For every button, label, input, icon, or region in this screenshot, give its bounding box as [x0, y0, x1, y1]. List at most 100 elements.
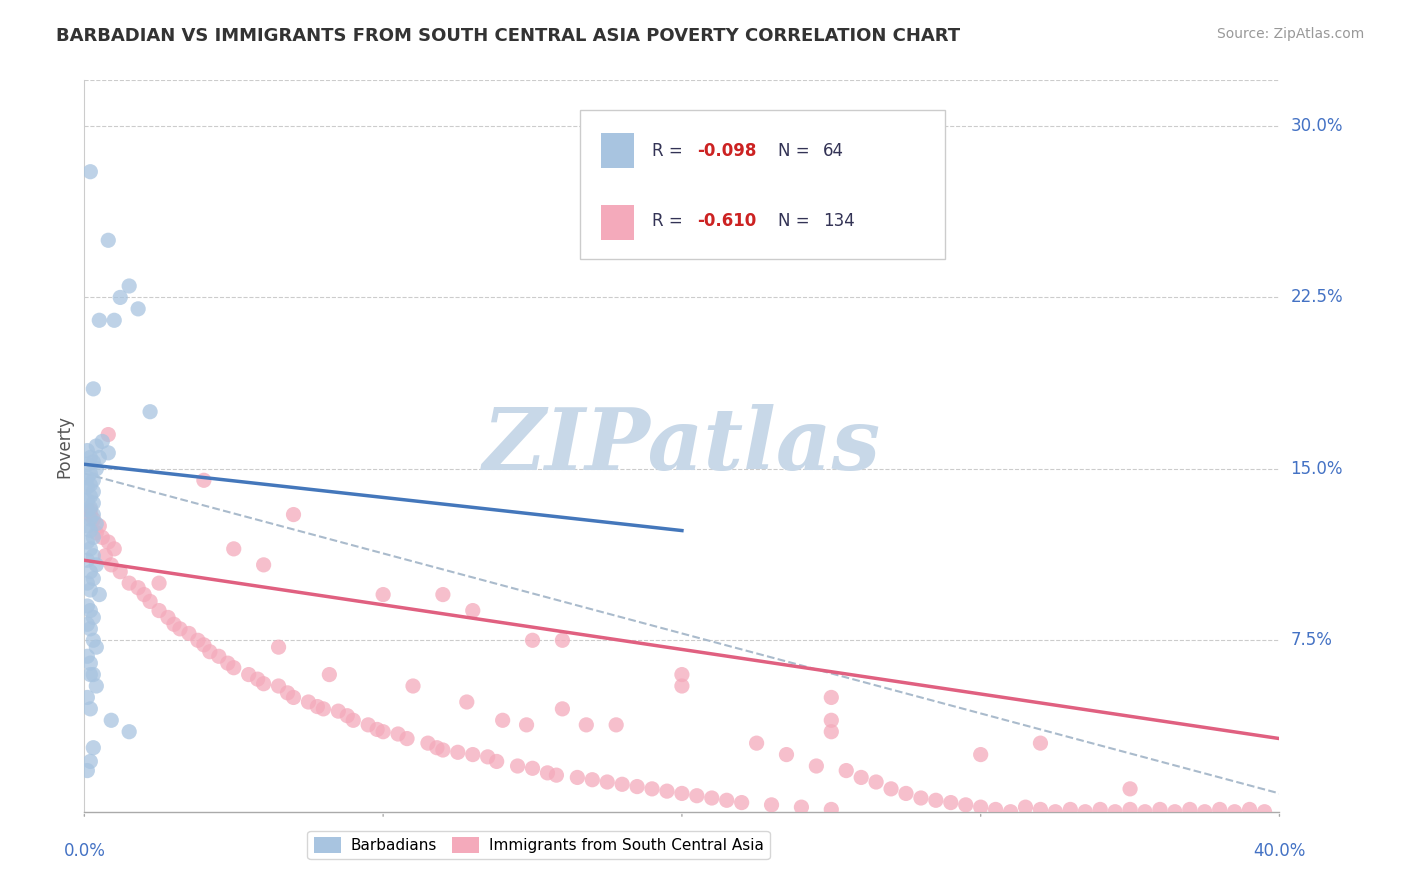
Text: -0.610: -0.610: [697, 211, 756, 230]
Point: [318, 667, 340, 681]
Point: [127, 301, 149, 316]
Point: [82, 610, 104, 624]
Point: [880, 781, 903, 796]
Point: [89, 519, 111, 533]
Point: [76, 690, 98, 705]
Point: [1029, 736, 1052, 750]
Point: [79, 478, 101, 492]
FancyBboxPatch shape: [600, 204, 634, 240]
Point: [1000, 805, 1022, 819]
Point: [187, 633, 209, 648]
Point: [139, 594, 162, 608]
Point: [925, 793, 948, 807]
Point: [596, 775, 619, 789]
Point: [700, 791, 723, 805]
Point: [177, 626, 200, 640]
Point: [97, 535, 120, 549]
Point: [328, 704, 350, 718]
Point: [217, 656, 239, 670]
Point: [551, 702, 574, 716]
Point: [193, 638, 215, 652]
Point: [79, 565, 101, 579]
Point: [238, 667, 260, 681]
Point: [655, 784, 678, 798]
Point: [148, 576, 170, 591]
Point: [139, 405, 162, 419]
Text: N =: N =: [778, 211, 814, 230]
Point: [82, 667, 104, 681]
Text: 134: 134: [823, 211, 855, 230]
Point: [91, 434, 114, 449]
Point: [86, 640, 108, 655]
Point: [79, 503, 101, 517]
Point: [253, 558, 276, 572]
Point: [94, 549, 117, 563]
Point: [357, 718, 380, 732]
Point: [118, 576, 141, 591]
Point: [970, 800, 993, 814]
Point: [373, 724, 395, 739]
Point: [447, 745, 470, 759]
Point: [79, 467, 101, 481]
Point: [432, 743, 454, 757]
Point: [82, 572, 104, 586]
Point: [1014, 800, 1036, 814]
Point: [522, 633, 544, 648]
Point: [551, 633, 574, 648]
Point: [76, 519, 98, 533]
Point: [76, 458, 98, 472]
Point: [253, 676, 276, 690]
Point: [461, 604, 484, 618]
Text: BARBADIAN VS IMMIGRANTS FROM SOUTH CENTRAL ASIA POVERTY CORRELATION CHART: BARBADIAN VS IMMIGRANTS FROM SOUTH CENTR…: [56, 27, 960, 45]
Point: [79, 164, 101, 178]
Text: -0.098: -0.098: [697, 142, 756, 161]
Point: [342, 714, 364, 728]
Point: [506, 759, 529, 773]
Point: [110, 290, 132, 304]
Point: [283, 690, 305, 705]
Point: [89, 313, 111, 327]
Point: [82, 530, 104, 544]
Point: [1149, 802, 1171, 816]
Point: [716, 793, 738, 807]
Point: [283, 508, 305, 522]
Point: [193, 473, 215, 487]
Point: [79, 667, 101, 681]
Point: [1029, 802, 1052, 816]
Point: [641, 781, 664, 796]
Point: [1253, 805, 1275, 819]
Point: [76, 649, 98, 664]
FancyBboxPatch shape: [600, 133, 634, 168]
Point: [775, 747, 797, 762]
Point: [82, 633, 104, 648]
Point: [939, 796, 962, 810]
Point: [97, 446, 120, 460]
Point: [731, 796, 754, 810]
Point: [1164, 805, 1187, 819]
Point: [402, 679, 425, 693]
Point: [820, 690, 842, 705]
Point: [97, 233, 120, 247]
Point: [373, 588, 395, 602]
Point: [82, 508, 104, 522]
Point: [86, 516, 108, 531]
Point: [76, 576, 98, 591]
Point: [76, 503, 98, 517]
Point: [336, 708, 359, 723]
Point: [671, 679, 693, 693]
Point: [865, 775, 887, 789]
Point: [1194, 805, 1216, 819]
Point: [76, 443, 98, 458]
Point: [222, 661, 245, 675]
Text: 0.0%: 0.0%: [63, 842, 105, 860]
Point: [267, 679, 290, 693]
Point: [198, 645, 221, 659]
Point: [103, 541, 125, 556]
Point: [851, 771, 873, 785]
Point: [82, 484, 104, 499]
Point: [1074, 805, 1097, 819]
Point: [79, 702, 101, 716]
Point: [169, 622, 191, 636]
Point: [76, 494, 98, 508]
Point: [79, 622, 101, 636]
